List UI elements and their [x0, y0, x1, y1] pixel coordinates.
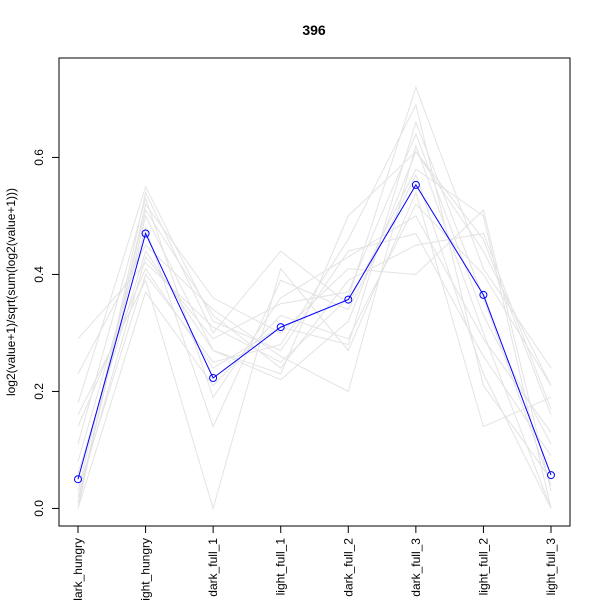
y-tick-label: 0.6 — [32, 149, 46, 166]
data-point — [344, 295, 353, 304]
data-point — [74, 475, 82, 484]
background-series-line — [77, 150, 552, 474]
x-tick-label: dark_full_2 — [341, 538, 355, 597]
x-axis: dark_hungry light_hungry dark_full_1 light_… — [71, 525, 558, 600]
y-tick-label: 0.4 — [32, 266, 46, 283]
background-series-line — [77, 191, 552, 511]
background-series-line — [77, 185, 552, 457]
background-series-line — [77, 120, 552, 486]
background-series-line — [77, 208, 552, 492]
x-tick-label: light_full_2 — [476, 538, 490, 596]
y-axis-label: log2(value+1)/sqrt(sum(log2(value+1))) — [4, 188, 18, 396]
series-line — [77, 183, 552, 480]
background-series-line — [77, 103, 552, 492]
y-tick-label: 0.0 — [32, 500, 46, 517]
background-series-line — [77, 173, 552, 509]
x-tick-label: dark_full_3 — [409, 538, 423, 597]
x-tick-label: light_full_3 — [544, 538, 558, 596]
data-point — [209, 374, 218, 382]
chart-title: 396 — [302, 22, 326, 38]
y-tick-label: 0.2 — [32, 383, 46, 400]
data-point — [411, 180, 420, 189]
x-tick-label: light_full_1 — [274, 538, 288, 596]
background-series-line — [77, 196, 552, 445]
x-tick-label: dark_full_1 — [206, 538, 220, 597]
background-series-line — [77, 203, 552, 509]
background-series-line — [77, 132, 552, 497]
x-tick-label: light_hungry — [139, 538, 153, 600]
y-axis: 0.0 0.2 0.4 0.6 — [32, 149, 60, 517]
main-series-group — [74, 180, 555, 484]
data-point — [547, 471, 555, 480]
data-point — [276, 323, 285, 332]
data-point — [479, 290, 488, 299]
x-tick-label: dark_hungry — [71, 538, 85, 600]
background-series-line — [77, 144, 552, 509]
data-point — [141, 229, 150, 238]
background-series-line — [77, 85, 552, 369]
background-series-group — [77, 85, 552, 511]
